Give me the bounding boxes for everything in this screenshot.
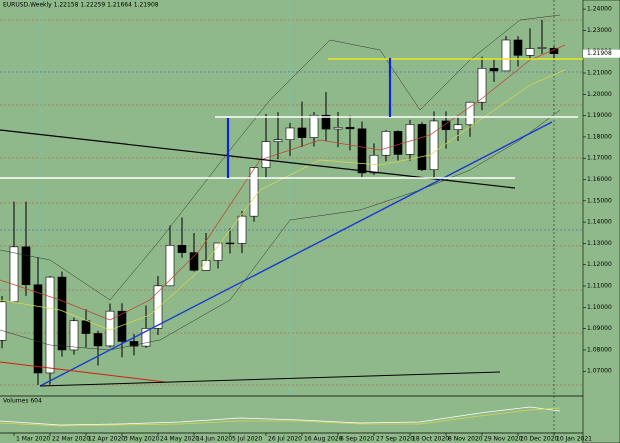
x-tick-label: 18 Oct 2020	[412, 436, 449, 443]
y-tick-label: 1.21000	[587, 70, 612, 77]
candle-body	[501, 39, 511, 72]
candle-body	[57, 276, 67, 351]
price-axis	[582, 0, 620, 443]
candle-body	[141, 328, 151, 347]
x-tick-label: 8 Nov 2020	[448, 436, 483, 443]
x-tick-label: 14 Jun 2020	[196, 436, 232, 443]
candle-body	[69, 320, 79, 351]
candle-body	[417, 124, 427, 171]
x-tick-label: 22 Mar 2020	[52, 436, 90, 443]
candle-body	[21, 246, 31, 286]
candle-body	[309, 114, 319, 138]
x-tick-label: 26 Jul 2020	[268, 436, 302, 443]
candle-body	[237, 215, 247, 244]
last-price-box	[583, 49, 620, 58]
candle-body	[273, 139, 283, 142]
x-tick-label: 12 Apr 2020	[88, 436, 125, 443]
candle-body	[465, 101, 475, 126]
candle-body	[261, 141, 271, 168]
y-tick-label: 1.17000	[587, 155, 612, 162]
candle-body	[93, 333, 103, 347]
candles	[0, 19, 559, 385]
y-tick-label: 1.12000	[587, 261, 612, 268]
y-tick-label: 1.18000	[587, 133, 612, 140]
candle-body	[357, 128, 367, 174]
candle-body	[453, 124, 463, 130]
x-tick-label: 6 Sep 2020	[340, 436, 374, 443]
candle-body	[9, 246, 19, 303]
y-tick-label: 1.13000	[587, 240, 612, 247]
candle-body	[321, 114, 331, 130]
candle-body	[249, 167, 259, 217]
y-tick-label: 1.19000	[587, 112, 612, 119]
candle-body	[81, 320, 91, 334]
candle-body	[549, 48, 559, 54]
y-tick-label: 1.10000	[587, 304, 612, 311]
x-tick-label: 27 Sep 2020	[376, 436, 414, 443]
x-tick-label: 5 Jul 2020	[232, 436, 262, 443]
candle-body	[129, 341, 139, 347]
last-price-label: 1.21908	[587, 50, 612, 57]
x-tick-label: 3 May 2020	[124, 436, 159, 443]
candle-body	[165, 245, 175, 287]
candle-body	[297, 127, 307, 138]
y-tick-label: 1.11000	[587, 283, 612, 290]
y-tick-label: 1.07000	[587, 368, 612, 375]
candle-body	[477, 68, 487, 103]
x-tick-label: 20 Dec 2020	[520, 436, 559, 443]
candle-body	[489, 68, 499, 72]
candle-body	[285, 127, 295, 140]
candle-body	[345, 127, 355, 130]
y-tick-label: 1.24000	[587, 6, 612, 13]
y-tick-label: 1.16000	[587, 176, 612, 183]
candle-body	[189, 252, 199, 271]
candle-body	[441, 120, 451, 130]
chart-title: EURUSD,Weekly 1.22158 1.22259 1.21664 1.…	[3, 2, 159, 9]
candle-body	[537, 47, 547, 49]
candle-body	[393, 131, 403, 155]
candle-body	[153, 285, 163, 329]
candle-body	[33, 284, 43, 374]
candle-body	[45, 276, 55, 374]
candle-body	[333, 127, 343, 130]
indicator-title: Volumes 604	[3, 398, 42, 405]
candle-body	[525, 48, 535, 56]
candle-body	[177, 245, 187, 253]
x-tick-label: 16 Aug 2020	[304, 436, 343, 443]
y-tick-label: 1.14000	[587, 219, 612, 226]
x-tick-label: 29 Nov 2020	[484, 436, 523, 443]
x-tick-label: 1 Mar 2020	[16, 436, 50, 443]
x-tick-label: 24 May 2020	[160, 436, 199, 443]
y-tick-label: 1.20000	[587, 91, 612, 98]
drawings	[0, 14, 583, 427]
y-tick-label: 1.15000	[587, 197, 612, 204]
candle-body	[201, 260, 211, 271]
candle-body	[381, 131, 391, 156]
candle-body	[225, 242, 235, 245]
candle-body	[429, 120, 439, 171]
y-tick-label: 1.08000	[587, 346, 612, 353]
candle-body	[117, 310, 127, 342]
x-tick-label: 10 Jan 2021	[556, 436, 592, 443]
y-tick-label: 1.09000	[587, 325, 612, 332]
candle-body	[513, 39, 523, 56]
candle-body	[0, 301, 7, 341]
candle-body	[405, 124, 415, 155]
y-tick-label: 1.23000	[587, 27, 612, 34]
